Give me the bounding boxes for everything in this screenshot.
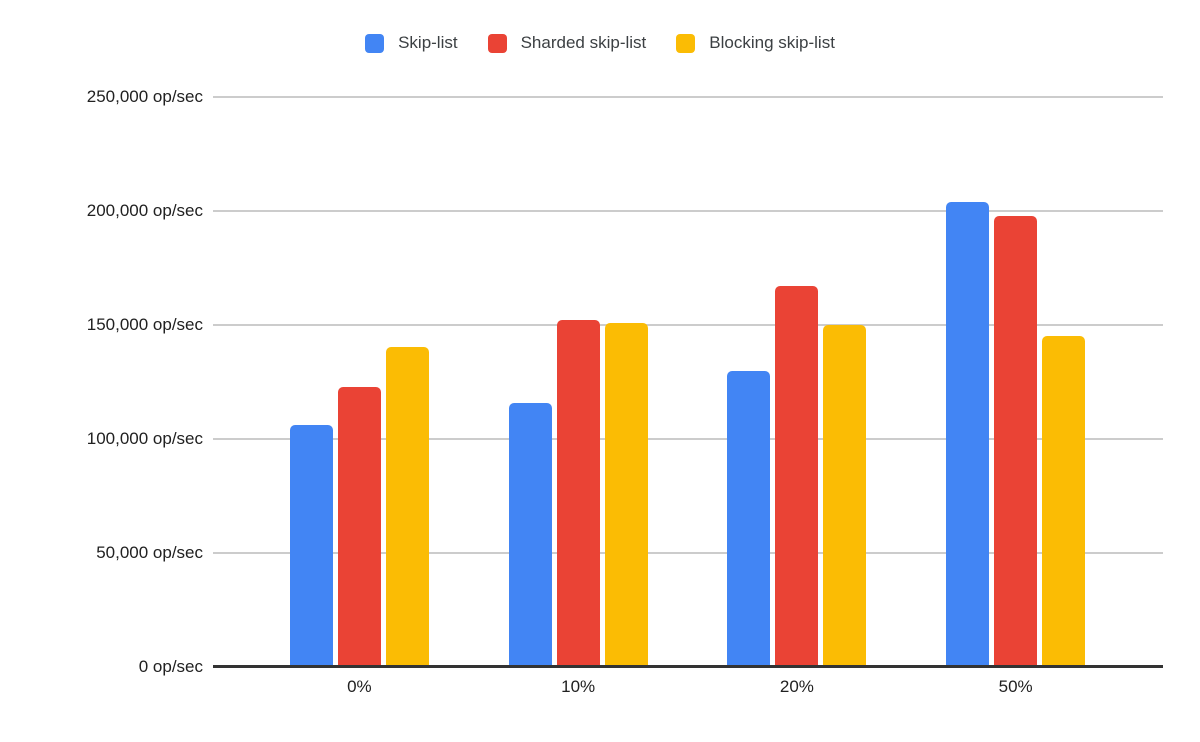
bar-group-50%	[906, 97, 1125, 667]
gridline-100000	[213, 438, 1163, 440]
bar-blocking-skip-list-50%	[1042, 336, 1086, 667]
x-axis-labels: 0% 10% 20% 50%	[250, 677, 1125, 697]
bar-skip-list-20%	[727, 371, 771, 667]
legend-item-sharded-skip-list: Sharded skip-list	[487, 33, 647, 53]
x-tick-label: 50%	[998, 677, 1033, 696]
gridline-150000	[213, 324, 1163, 326]
bar-blocking-skip-list-0%	[385, 347, 429, 667]
bar-group-20%	[688, 97, 907, 667]
bar-skip-list-10%	[508, 403, 552, 667]
bars-region	[250, 97, 1125, 667]
y-tick-label: 100,000 op/sec	[86, 429, 203, 448]
chart-legend: Skip-list Sharded skip-list Blocking ski…	[0, 33, 1200, 53]
bar-sharded-skip-list-20%	[775, 286, 819, 667]
legend-swatch-sharded-skip-list	[487, 33, 507, 53]
y-tick-label: 150,000 op/sec	[86, 315, 203, 334]
bar-sharded-skip-list-10%	[556, 320, 600, 667]
gridline-50000	[213, 552, 1163, 554]
bar-blocking-skip-list-10%	[604, 323, 648, 667]
y-tick-label: 0 op/sec	[138, 657, 203, 676]
bar-group-0%	[250, 97, 469, 667]
bar-blocking-skip-list-20%	[823, 325, 867, 667]
legend-label-sharded-skip-list: Sharded skip-list	[520, 33, 647, 52]
x-tick-label: 20%	[779, 677, 814, 696]
legend-swatch-blocking-skip-list	[676, 33, 696, 53]
legend-label-blocking-skip-list: Blocking skip-list	[709, 33, 835, 52]
bar-sharded-skip-list-0%	[337, 387, 381, 667]
bar-skip-list-0%	[289, 425, 333, 667]
legend-label-skip-list: Skip-list	[398, 33, 458, 52]
x-axis-line	[213, 665, 1163, 668]
bar-group-10%	[469, 97, 688, 667]
gridline-250000	[213, 96, 1163, 98]
y-tick-label: 50,000 op/sec	[96, 543, 203, 562]
bar-sharded-skip-list-50%	[994, 216, 1038, 667]
x-tick-label: 10%	[561, 677, 596, 696]
x-tick-label: 0%	[347, 677, 372, 696]
gridline-200000	[213, 210, 1163, 212]
legend-swatch-skip-list	[365, 33, 385, 53]
y-tick-label: 200,000 op/sec	[86, 201, 203, 220]
legend-item-skip-list: Skip-list	[365, 33, 458, 53]
bar-skip-list-50%	[946, 202, 990, 667]
legend-item-blocking-skip-list: Blocking skip-list	[676, 33, 835, 53]
y-tick-label: 250,000 op/sec	[86, 87, 203, 106]
